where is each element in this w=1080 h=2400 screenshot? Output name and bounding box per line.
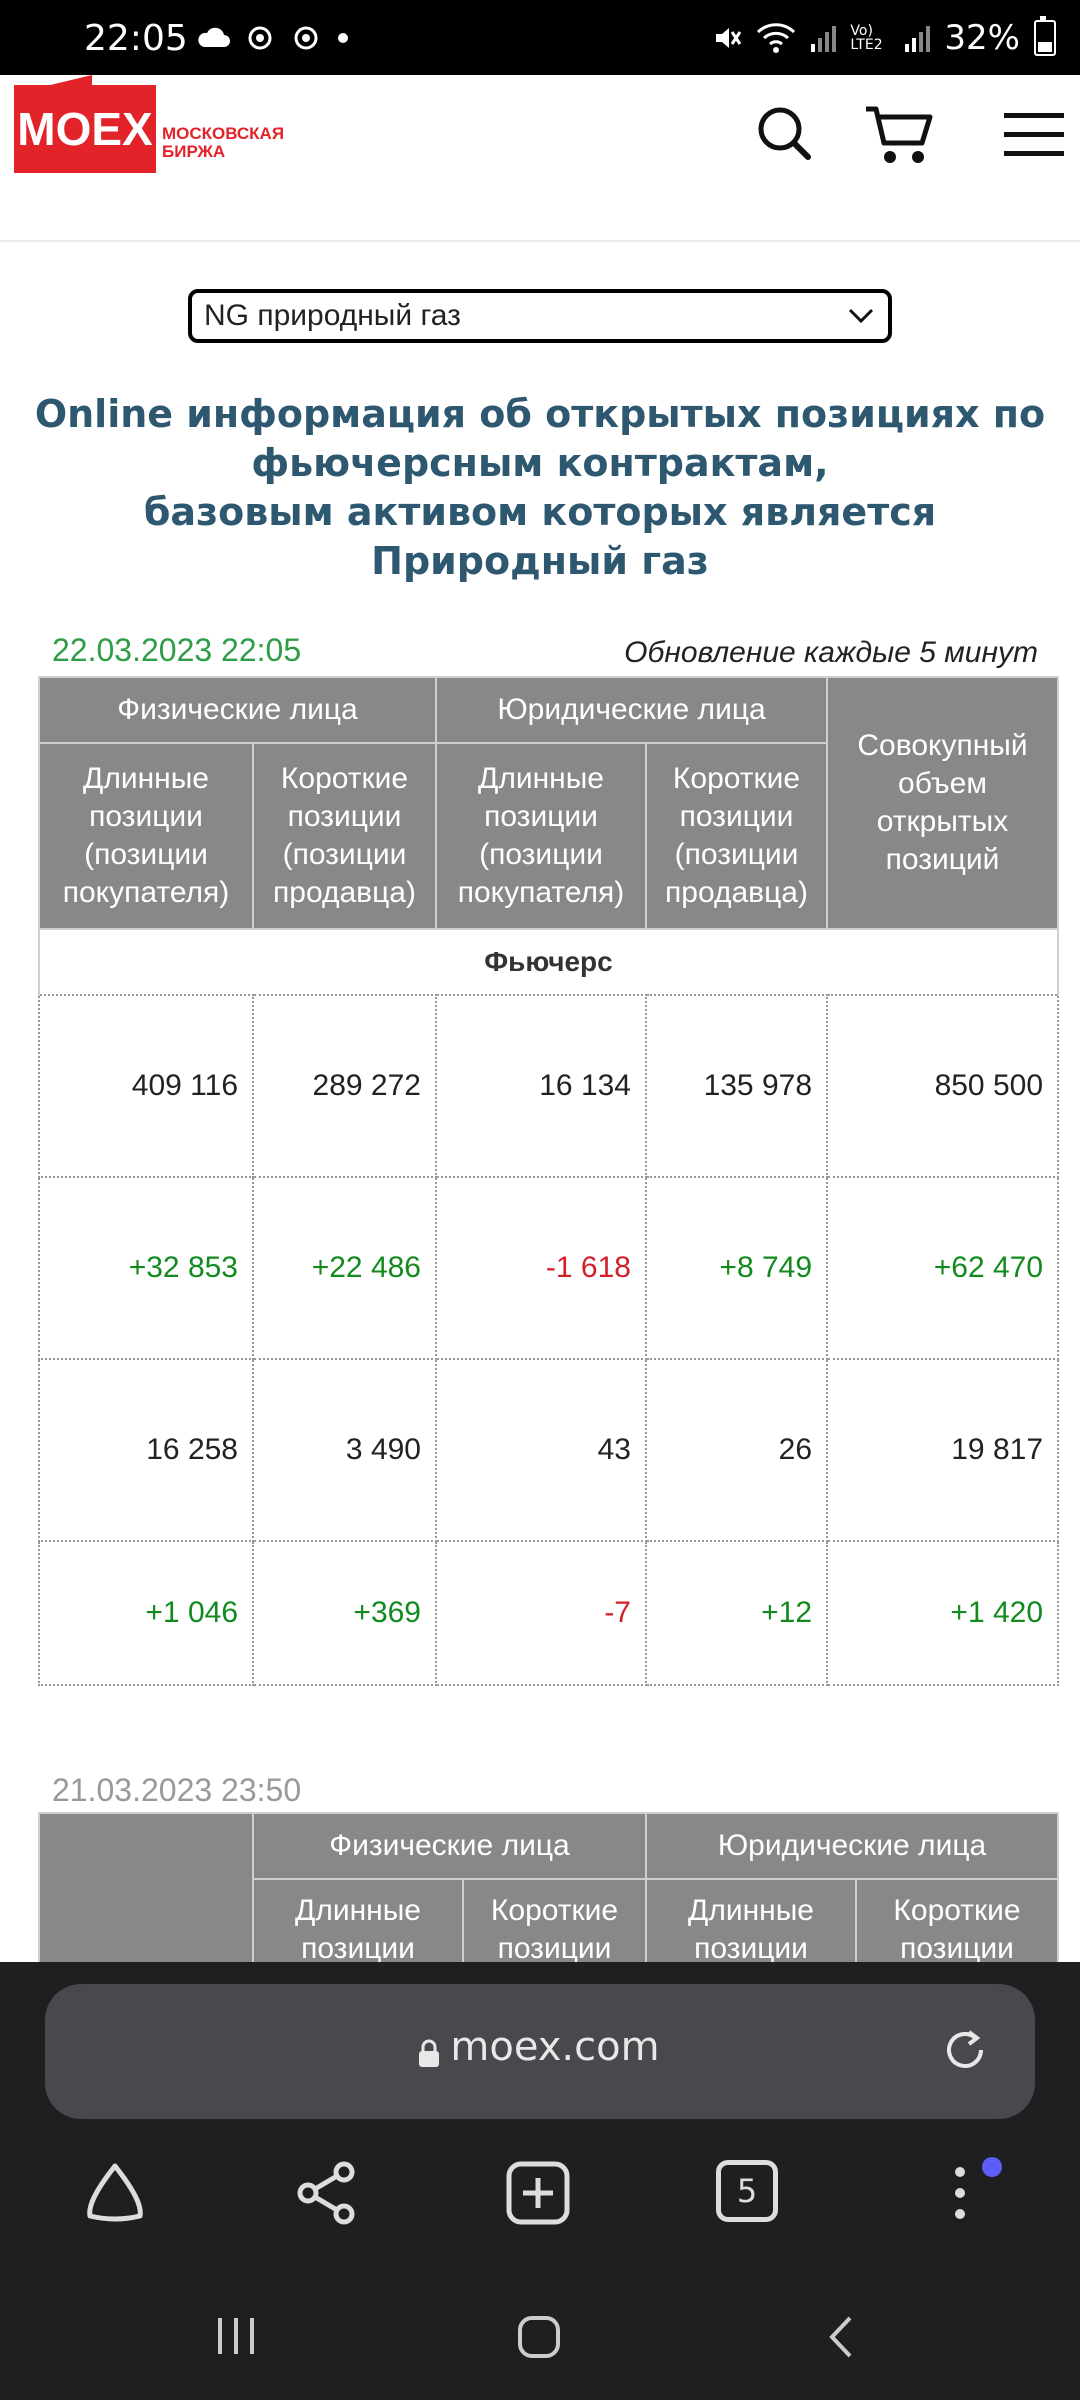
table-cell: 850 500 [826, 994, 1060, 1178]
table-cell: 19 817 [826, 1358, 1060, 1542]
table-cell: +369 [252, 1540, 437, 1686]
cloud-icon [198, 27, 230, 47]
url-text: moex.com [450, 2024, 660, 2070]
group-header-physical: Физические лица [38, 676, 437, 744]
reload-icon[interactable] [939, 2024, 991, 2076]
col-header-long: Длинные позиции (позиции покупателя) [435, 742, 647, 930]
dot-icon [338, 33, 348, 43]
chevron-down-icon [848, 308, 874, 324]
table-cell: 43 [435, 1358, 647, 1542]
recent-apps-icon[interactable] [214, 2314, 258, 2358]
signal-icon [905, 26, 931, 52]
gear-notification-icon [294, 26, 318, 50]
update-note: Обновление каждые 5 минут [624, 636, 1038, 669]
table-cell: +8 749 [644, 1176, 829, 1360]
battery-icon [1034, 16, 1056, 56]
menu-icon[interactable] [1004, 113, 1064, 157]
site-header: MOEX МОСКОВСКАЯ БИРЖА [0, 75, 1080, 242]
lock-icon [419, 2039, 439, 2067]
cart-icon[interactable] [864, 103, 936, 167]
status-bar: 22:05 Vo) LTE2 32% [0, 0, 1080, 75]
gear-notification-icon [248, 26, 272, 50]
moex-logo[interactable]: MOEX МОСКОВСКАЯ БИРЖА [14, 75, 285, 173]
table-row: +32 853 +22 486 -1 618 +8 749 +62 470 [38, 1176, 1060, 1360]
table-cell: -1 618 [435, 1176, 647, 1360]
network-label: Vo) LTE2 [850, 23, 883, 53]
new-tab-icon[interactable] [505, 2160, 571, 2226]
home-button-icon[interactable] [516, 2314, 562, 2360]
logo-subtitle: МОСКОВСКАЯ БИРЖА [162, 124, 285, 161]
table-cell: +22 486 [252, 1176, 437, 1360]
table-cell: +1 420 [826, 1540, 1060, 1686]
table-row: 16 258 3 490 43 26 19 817 [38, 1358, 1060, 1542]
address-bar[interactable]: moex.com [45, 1984, 1035, 2119]
status-time: 22:05 [84, 18, 188, 59]
search-icon[interactable] [756, 105, 812, 161]
table-cell: +62 470 [826, 1176, 1060, 1360]
back-icon[interactable] [826, 2314, 856, 2360]
battery-percent: 32% [944, 18, 1020, 58]
table-row: +1 046 +369 -7 +12 +1 420 [38, 1540, 1060, 1686]
group-header-legal: Юридические лица [644, 1812, 1060, 1880]
col-header-short: Короткие позиции (позиции продавца) [252, 742, 437, 930]
current-date: 22.03.2023 22:05 [52, 632, 302, 668]
logo-box: MOEX [14, 75, 156, 173]
table-cell: 16 134 [435, 994, 647, 1178]
table-cell: 16 258 [38, 1358, 254, 1542]
previous-date: 21.03.2023 23:50 [52, 1772, 302, 1808]
table-cell: 3 490 [252, 1358, 437, 1542]
table-cell: +1 046 [38, 1540, 254, 1686]
tabs-button[interactable]: 5 [716, 2160, 778, 2222]
table-cell: 409 116 [38, 994, 254, 1178]
mute-icon [716, 28, 742, 48]
contract-select-value: NG природный газ [204, 299, 461, 332]
contract-select[interactable]: NG природный газ [188, 289, 892, 343]
main-content: NG природный газ Online информация об от… [14, 242, 1066, 1985]
home-icon[interactable] [82, 2160, 148, 2226]
table-cell: -7 [435, 1540, 647, 1686]
table-row: 409 116 289 272 16 134 135 978 850 500 [38, 994, 1060, 1178]
system-nav-bar [0, 2280, 1080, 2400]
col-header-short: Короткие позиции (позиции продавца) [644, 742, 829, 930]
open-interest-table: Физические лица Юридические лица Совокуп… [37, 676, 1060, 1686]
share-icon[interactable] [294, 2160, 360, 2226]
section-label: Фьючерс [37, 929, 1060, 995]
notification-dot [982, 2157, 1002, 2177]
signal-icon [811, 26, 837, 52]
table-cell: +32 853 [38, 1176, 254, 1360]
table-cell: 289 272 [252, 994, 437, 1178]
table-cell: 135 978 [644, 994, 829, 1178]
wifi-icon [757, 23, 796, 53]
more-options-icon[interactable] [950, 2160, 970, 2226]
table-cell: 26 [644, 1358, 829, 1542]
previous-table: Физические лица Юридические лица Длинные… [38, 1812, 1060, 1985]
group-header-total: Совокупный объем открытых позиций [826, 676, 1060, 930]
group-header-legal: Юридические лица [434, 676, 829, 744]
page-title: Online информация об открытых позициях п… [34, 392, 1046, 583]
group-header-physical: Физические лица [252, 1812, 647, 1880]
table-cell: +12 [644, 1540, 829, 1686]
col-header-long: Длинные позиции (позиции покупателя) [38, 742, 254, 930]
corner-header [38, 1812, 254, 1985]
